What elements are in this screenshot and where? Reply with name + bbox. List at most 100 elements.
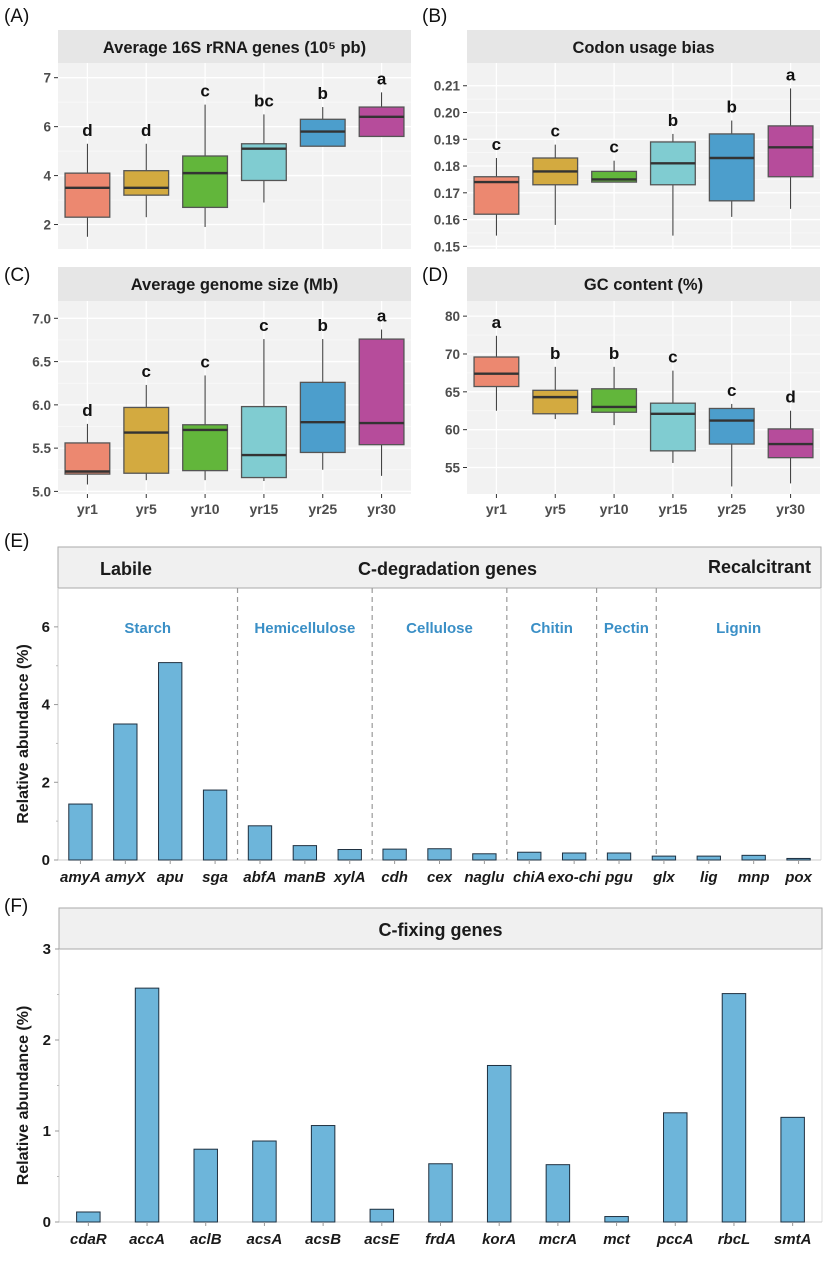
x-tick-label: mcrA (539, 1231, 577, 1248)
y-tick-label: 0 (42, 852, 50, 869)
x-tick-label: pccA (656, 1231, 694, 1248)
box-iqr (64, 442, 111, 475)
significance-letter: b (609, 344, 619, 363)
box-iqr (240, 143, 287, 182)
panel-a-boxplot: Average 16S rRNA genes (10⁵ pb) 2 4 6 7 d d c bc… (43, 30, 411, 249)
boxplot-yr15: b (649, 111, 696, 236)
x-tick-label: apu (157, 869, 184, 886)
boxplot-yr1: d (64, 121, 111, 237)
significance-letter: c (609, 138, 618, 157)
group-label: Cellulose (406, 620, 473, 637)
bar-naglu (472, 853, 497, 861)
bar-apu (158, 662, 183, 861)
x-tick-label: cdaR (70, 1231, 107, 1248)
box-iqr (532, 389, 579, 415)
bar-acsE (369, 1208, 395, 1223)
group-label: Chitin (530, 620, 573, 637)
box-iqr (649, 402, 696, 452)
boxplot-yr30: a (358, 307, 405, 476)
significance-letter: d (82, 401, 92, 420)
x-tick-label: amyX (105, 869, 146, 886)
strip-background (58, 267, 411, 301)
boxplot-yr1: d (64, 401, 111, 485)
y-tick-label: 0.21 (434, 79, 461, 94)
header-strip (58, 907, 823, 950)
significance-letter: c (551, 122, 560, 141)
bar-accA (134, 987, 160, 1223)
x-tick-label: cex (427, 869, 453, 886)
y-tick-label: 60 (445, 423, 460, 438)
boxplot-yr5: c (123, 362, 170, 481)
significance-letter: d (82, 121, 92, 140)
significance-letter: b (318, 316, 328, 335)
bar-mct (604, 1216, 629, 1223)
bar-glx (651, 855, 677, 861)
bar-sga (202, 789, 228, 861)
boxplot-yr5: c (532, 122, 579, 225)
y-tick-label: 2 (42, 774, 50, 791)
x-tick-label: cdh (381, 869, 408, 886)
x-tick-label: yr15 (250, 501, 279, 517)
boxplot-yr10: c (591, 138, 638, 183)
x-tick-label: mnp (738, 869, 770, 886)
significance-letter: d (785, 388, 795, 407)
plot-background (467, 63, 820, 249)
y-tick-label: 0 (43, 1214, 51, 1231)
x-tick-label: lig (700, 869, 718, 886)
significance-letter: c (200, 352, 209, 371)
x-tick-label: yr30 (367, 501, 396, 517)
bar-frdA (428, 1163, 453, 1223)
x-tick-label: yr10 (600, 501, 629, 517)
panel-label-d: (D) (422, 265, 448, 286)
bar-rbcL (721, 993, 747, 1223)
x-tick-label: amyA (60, 869, 101, 886)
header-left-label: Labile (100, 559, 152, 579)
x-tick-label: pox (784, 869, 812, 886)
x-tick-label: yr25 (308, 501, 337, 517)
y-tick-label: 2 (43, 218, 51, 233)
x-tick-label: chiA (513, 869, 546, 886)
bar-exo-chi (561, 852, 587, 861)
plot-background (58, 63, 411, 249)
significance-letter: bc (254, 91, 274, 110)
box-iqr (591, 170, 638, 183)
y-tick-label: 6.5 (32, 355, 51, 370)
x-tick-label: acsB (305, 1231, 341, 1248)
y-tick-label: 1 (43, 1123, 51, 1140)
y-tick-label: 2 (43, 1032, 51, 1049)
strip-background (467, 30, 820, 63)
strip-background (58, 30, 411, 63)
y-tick-label: 5.5 (32, 441, 51, 456)
x-tick-label: glx (652, 869, 675, 886)
group-label: Pectin (604, 620, 649, 637)
significance-letter: c (142, 362, 151, 381)
significance-letter: b (668, 111, 678, 130)
bar-pccA (663, 1112, 688, 1223)
boxplot-yr25: c (708, 381, 755, 487)
header-right-label: Recalcitrant (708, 557, 811, 577)
panel-label-a: (A) (4, 6, 29, 27)
x-tick-label: smtA (774, 1231, 812, 1248)
bar-pox (786, 857, 811, 861)
y-tick-label: 65 (445, 385, 461, 400)
box-iqr (708, 407, 755, 445)
x-tick-label: pgu (604, 869, 633, 886)
box-iqr (64, 172, 111, 218)
boxplot-yr30: a (358, 69, 405, 138)
y-tick-label: 70 (445, 347, 460, 362)
significance-letter: b (318, 84, 328, 103)
boxplot-yr1: a (473, 313, 520, 411)
bar-abfA (247, 825, 273, 861)
y-tick-label: 5.0 (32, 484, 51, 499)
bar-aclB (193, 1148, 218, 1223)
panel-label-e: (E) (4, 531, 29, 552)
significance-letter: d (141, 121, 151, 140)
panel-c-boxplot: Average genome size (Mb) 5.0 5.5 6.0 6.5 7.0 y… (32, 267, 411, 517)
y-axis-title: Relative abundance (%) (15, 1006, 32, 1186)
x-tick-label: exo-chi (548, 869, 601, 886)
bar-lig (696, 855, 721, 861)
bar-mnp (741, 854, 766, 861)
significance-letter: c (200, 82, 209, 101)
bar-manB (292, 845, 318, 861)
